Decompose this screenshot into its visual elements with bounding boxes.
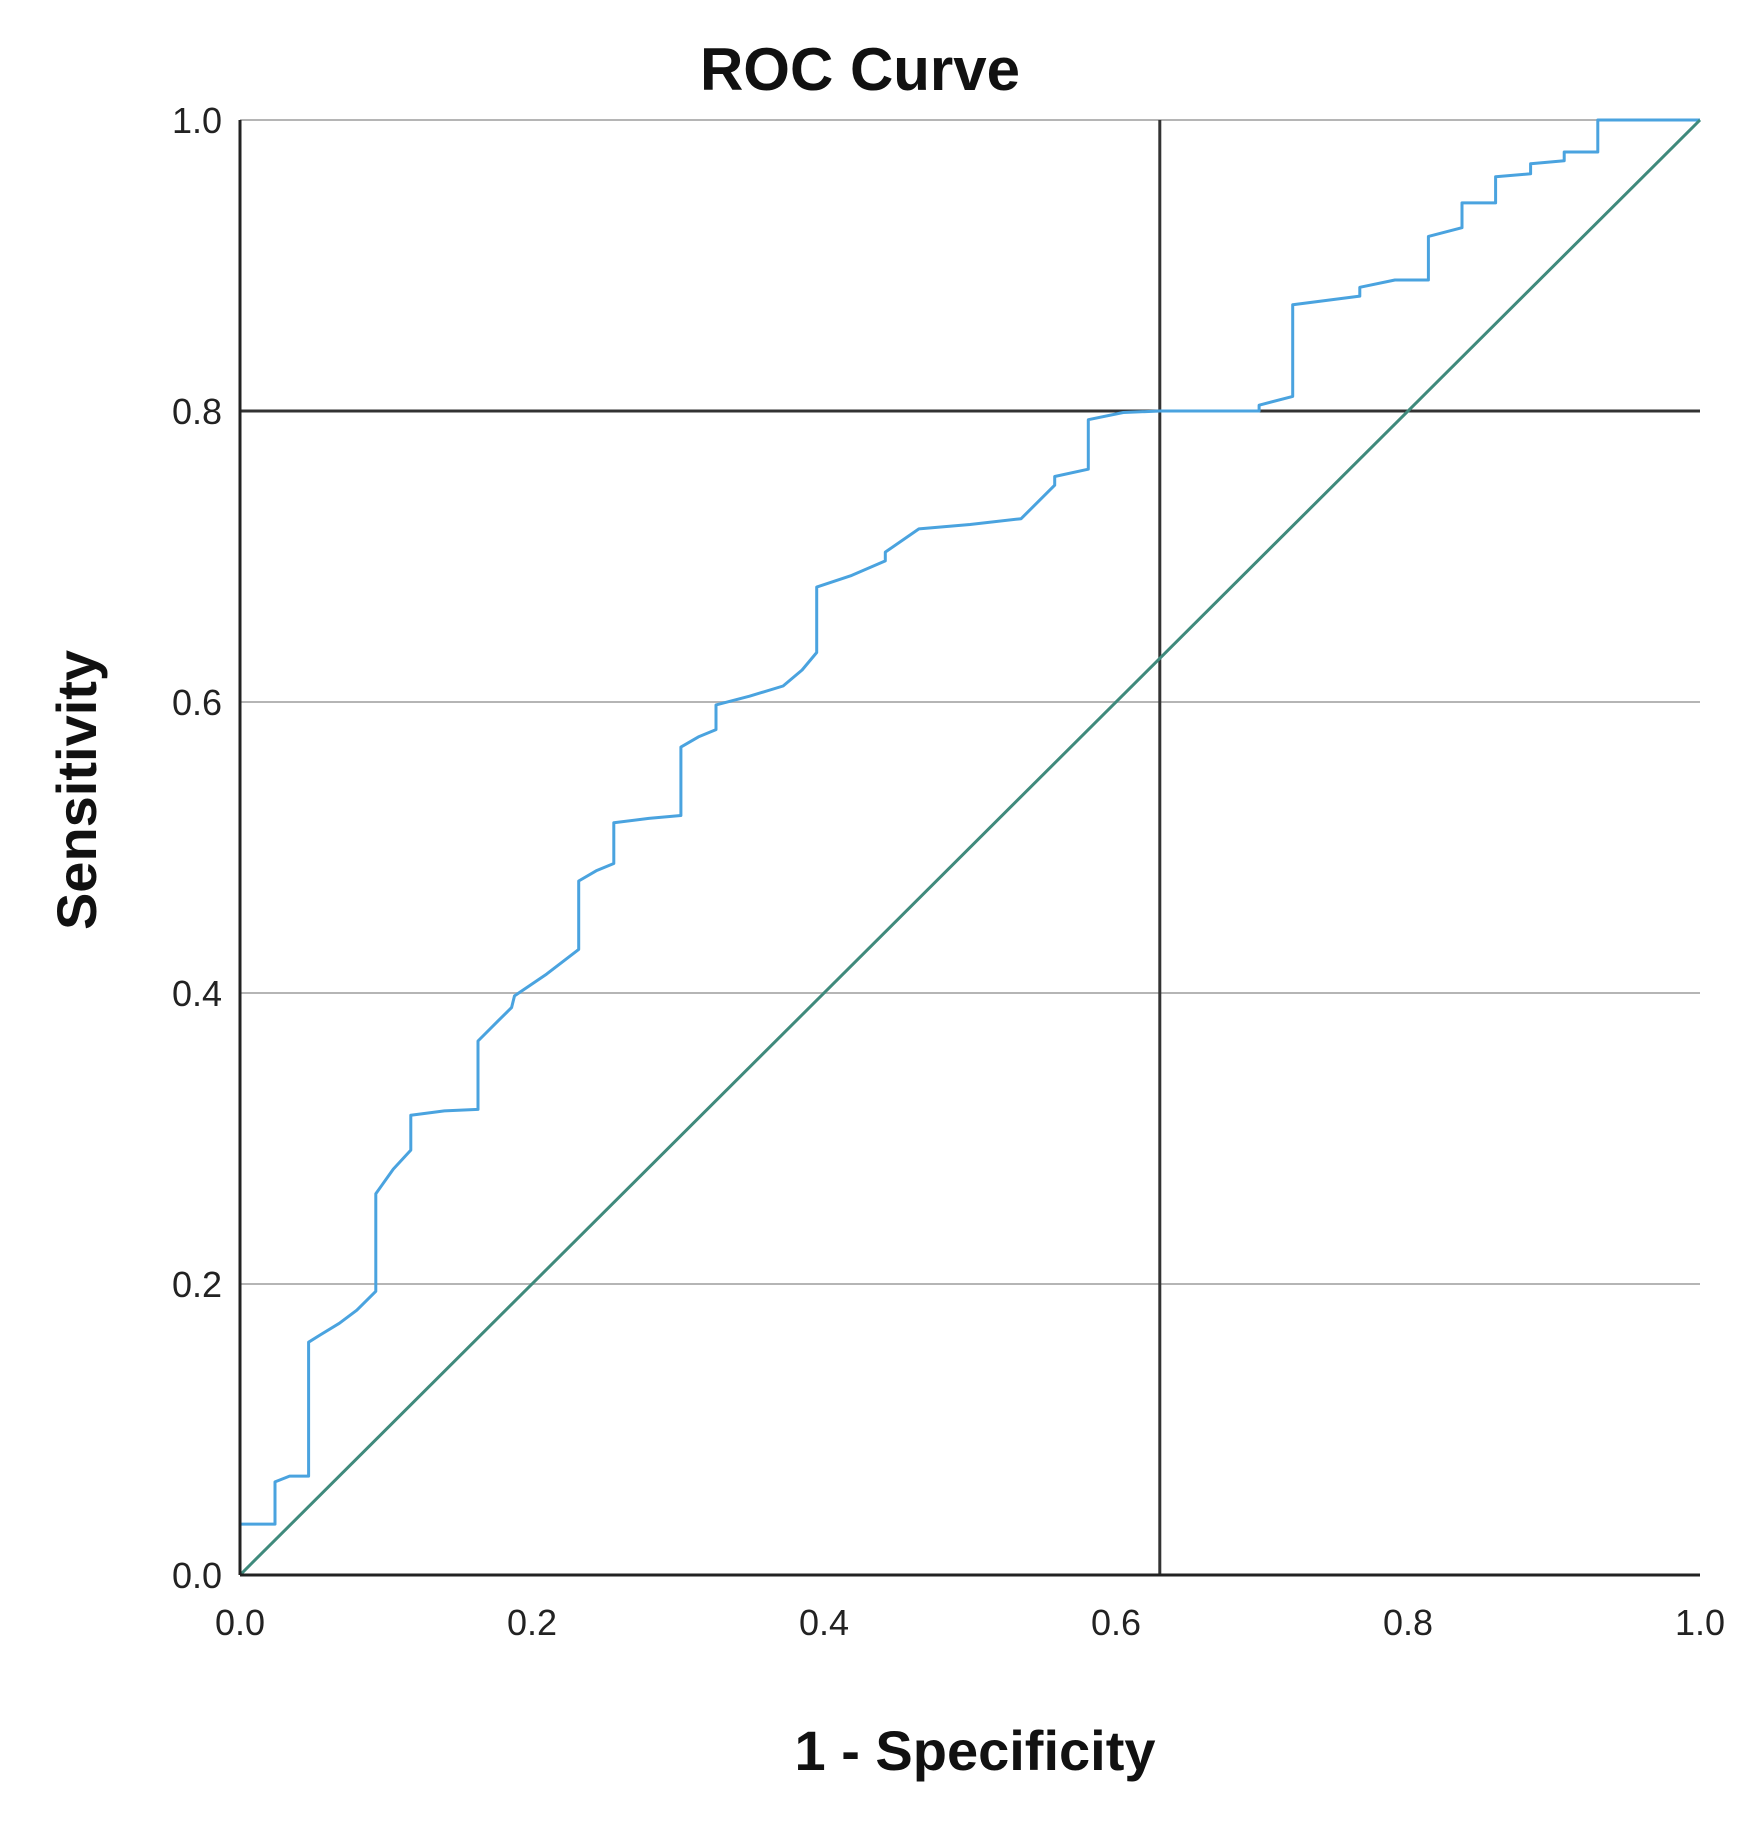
- x-axis-label: 1 - Specificity: [794, 1719, 1155, 1782]
- series-layer: [238, 118, 1702, 1577]
- x-tick-label-4: 0.8: [1383, 1602, 1433, 1643]
- x-tick-label-5: 1.0: [1675, 1602, 1725, 1643]
- y-tick-label-2: 0.4: [172, 973, 222, 1014]
- tick-label-layer: 0.0 0.2 0.4 0.6 0.8 1.0 0.0 0.2 0.4 0.6 0.8 1.0: [172, 100, 1725, 1643]
- y-tick-label-0: 0.0: [172, 1555, 222, 1596]
- reference-line-layer: [240, 120, 1700, 1575]
- axes-layer: [238, 120, 1700, 1577]
- y-tick-label-3: 0.6: [172, 682, 222, 723]
- y-tick-label-1: 0.2: [172, 1264, 222, 1305]
- diagonal-reference-line: [238, 118, 1702, 1577]
- x-tick-label-2: 0.4: [799, 1602, 849, 1643]
- x-tick-label-1: 0.2: [507, 1602, 557, 1643]
- roc-curve-line: [238, 118, 1700, 1575]
- x-tick-label-0: 0.0: [215, 1602, 265, 1643]
- x-tick-label-3: 0.6: [1091, 1602, 1141, 1643]
- y-tick-label-4: 0.8: [172, 391, 222, 432]
- y-tick-label-5: 1.0: [172, 100, 222, 141]
- chart-title: ROC Curve: [700, 36, 1020, 103]
- y-axis-label: Sensitivity: [45, 650, 108, 930]
